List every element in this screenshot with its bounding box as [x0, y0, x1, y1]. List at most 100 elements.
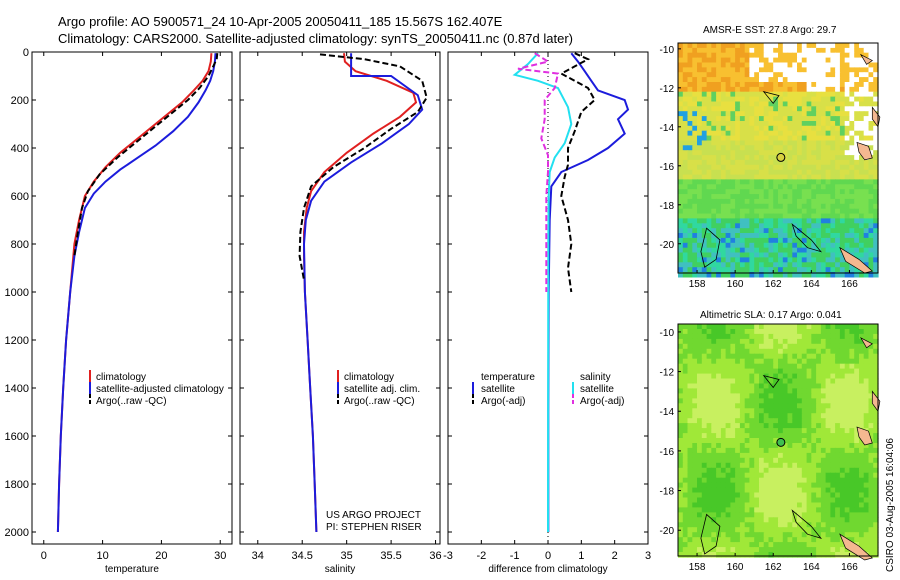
map-cell — [763, 213, 770, 220]
map-cell — [754, 537, 760, 543]
map-cell — [749, 552, 755, 558]
map-cell — [849, 324, 855, 330]
map-cell — [859, 477, 865, 484]
map-cell — [687, 324, 693, 330]
map-cell — [773, 272, 779, 278]
map-cell — [711, 353, 717, 360]
map-cell — [844, 368, 851, 375]
map-cell — [711, 72, 717, 78]
map-cell — [782, 512, 789, 518]
map-cell — [816, 363, 822, 370]
map-cell — [844, 184, 851, 190]
map-cell — [816, 242, 822, 249]
map-cell — [816, 91, 822, 98]
map-cell — [854, 428, 860, 434]
map-cell — [811, 338, 817, 345]
map-cell — [778, 237, 784, 244]
map-cell — [773, 174, 779, 181]
map-cell — [744, 218, 751, 224]
map-cell — [820, 358, 827, 365]
map-cell — [773, 43, 779, 49]
map-cell — [720, 512, 727, 518]
map-cell — [730, 82, 736, 88]
map-cell — [682, 194, 689, 200]
map-cell — [682, 348, 689, 355]
map-cell — [873, 213, 879, 220]
map-cell — [873, 353, 879, 360]
map-cell — [773, 363, 779, 370]
map-cell — [744, 267, 751, 273]
map-cell — [873, 257, 879, 263]
map-cell — [778, 527, 784, 533]
map-cell — [730, 208, 736, 215]
map-cell — [744, 203, 751, 210]
map-cell — [782, 257, 789, 263]
map-cell — [711, 368, 717, 375]
map-cell — [735, 512, 741, 518]
map-cell — [716, 52, 722, 59]
map-cell — [716, 368, 722, 375]
map-cell — [816, 247, 822, 254]
map-cell — [797, 116, 803, 122]
map-cell — [792, 398, 798, 404]
map-cell — [706, 532, 712, 538]
map-cell — [797, 140, 803, 146]
map-cell — [854, 423, 860, 429]
map-cell — [682, 408, 689, 414]
map-cell — [868, 452, 874, 459]
map-cell — [720, 333, 727, 340]
map-cell — [720, 542, 727, 548]
map-cell — [801, 452, 808, 459]
map-cell — [835, 517, 841, 523]
map-cell — [725, 184, 731, 190]
y-tick-label: 1000 — [5, 287, 29, 299]
map-cell — [692, 462, 698, 469]
map-cell — [835, 462, 841, 469]
map-cell — [839, 353, 846, 360]
map-cell — [811, 72, 817, 78]
map-cell — [801, 174, 808, 181]
map-cell — [744, 462, 751, 469]
map-cell — [801, 125, 808, 132]
map-cell — [854, 467, 860, 474]
map-cell — [682, 218, 689, 224]
map-cell — [830, 237, 836, 244]
map-cell — [678, 373, 684, 380]
map-cell — [701, 487, 708, 494]
map-cell — [801, 522, 808, 528]
map-cell — [759, 423, 765, 429]
map-cell — [768, 383, 774, 390]
map-cell — [744, 333, 751, 340]
map-y-tick-label: -20 — [660, 240, 675, 251]
map-cell — [787, 423, 793, 429]
map-cell — [716, 433, 722, 439]
map-cell — [725, 447, 731, 454]
map-cell — [749, 512, 755, 518]
map-cell — [863, 257, 870, 263]
map-cell — [849, 497, 855, 504]
map-cell — [730, 428, 736, 434]
map-cell — [739, 116, 746, 122]
map-cell — [830, 272, 836, 278]
map-cell — [711, 179, 717, 185]
map-cell — [873, 358, 879, 365]
map-cell — [744, 338, 751, 345]
map-cell — [854, 233, 860, 239]
map-cell — [720, 169, 727, 176]
map-cell — [839, 208, 846, 215]
map-cell — [787, 467, 793, 474]
map-cell — [816, 233, 822, 239]
map-cell — [816, 423, 822, 429]
map-cell — [844, 438, 851, 444]
map-cell — [797, 527, 803, 533]
map-cell — [801, 150, 808, 156]
map-cell — [725, 512, 731, 518]
map-cell — [711, 208, 717, 215]
map-cell — [806, 252, 812, 258]
map-cell — [873, 552, 879, 558]
map-cell — [735, 348, 741, 355]
map-cell — [711, 82, 717, 88]
map-cell — [739, 150, 746, 156]
map-cell — [692, 155, 698, 161]
map-cell — [811, 502, 817, 509]
